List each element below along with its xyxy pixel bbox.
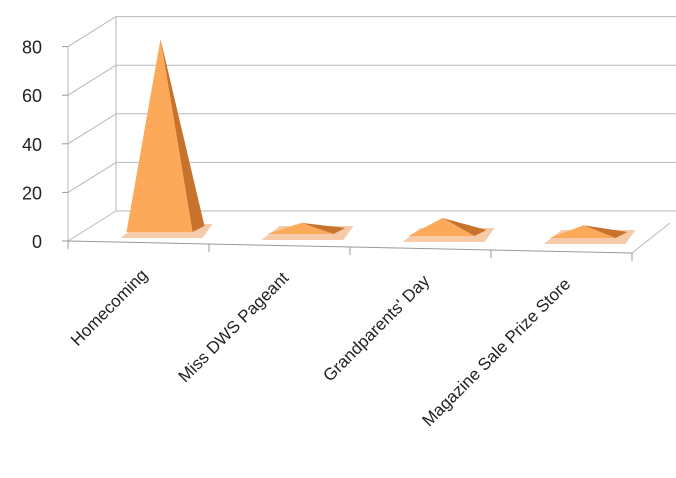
x-tick-label: Grandparents' Day — [319, 271, 433, 385]
pyramid-bar — [126, 39, 193, 232]
pyramid-side-face — [583, 225, 628, 238]
pyramid-bar — [549, 225, 616, 238]
pyramid-bar — [267, 222, 334, 234]
y-tick-label: 20 — [22, 183, 42, 203]
pyramid-bar — [408, 217, 475, 236]
y-tick-label: 40 — [22, 135, 42, 155]
plot-area — [120, 39, 636, 244]
x-tick-label: Magazine Sale Prize Store — [419, 274, 575, 430]
gridline-depth — [67, 16, 117, 48]
y-axis: 0 20 40 60 80 — [22, 38, 68, 252]
floor-right-edge — [631, 222, 671, 254]
gridline-depth — [67, 161, 117, 193]
gridline-depth — [67, 64, 117, 96]
gridline-depth — [67, 113, 117, 145]
pyramid-side-face — [160, 39, 205, 232]
x-tick-label: Homecoming — [67, 265, 151, 349]
x-axis: Homecoming Miss DWS Pageant Grandparents' … — [67, 265, 574, 430]
x-tick-label: Miss DWS Pageant — [175, 268, 293, 386]
grid-layer — [67, 16, 676, 261]
y-tick-label: 0 — [32, 232, 42, 252]
pyramid-side-face — [301, 222, 346, 234]
pyramid-side-face — [442, 217, 487, 236]
y-tick-label: 60 — [22, 86, 42, 106]
y-tick-label: 80 — [22, 38, 42, 58]
gridline-depth — [67, 210, 117, 242]
